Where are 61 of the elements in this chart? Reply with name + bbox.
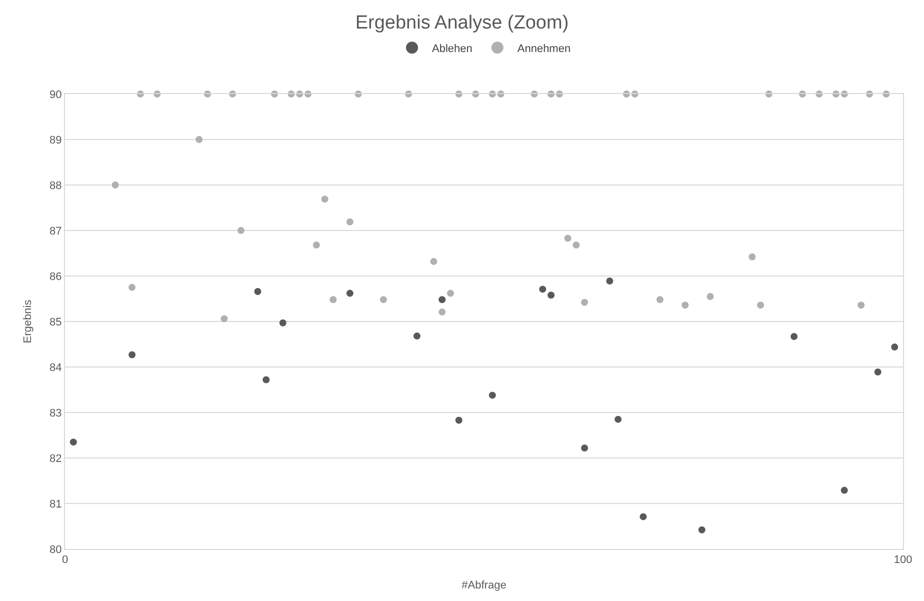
point [279,319,286,326]
y-tick-label: 89 [50,134,62,146]
point [539,286,546,293]
point [564,234,572,242]
point [438,308,446,316]
y-tick-label: 88 [50,180,62,192]
point [220,315,228,322]
y-tick-label: 85 [50,316,62,328]
point [413,332,420,340]
x-axis-title: #Abfrage [462,579,506,592]
point [312,242,320,249]
point [606,278,614,285]
y-axis-title: Ergebnis [22,299,34,344]
y-tick-label: 87 [50,225,62,238]
point [455,416,462,424]
point [488,392,496,399]
point [614,416,622,423]
point [706,292,714,300]
point [128,284,136,291]
point [321,196,328,203]
y-tick-label: 86 [50,270,62,283]
point [380,296,387,304]
point [70,438,77,446]
point [438,296,446,304]
point [196,136,203,143]
point [757,302,764,309]
point [262,376,270,384]
y-tick-label: 83 [50,407,62,420]
point [682,302,689,309]
point [548,292,555,299]
point [790,333,798,340]
y-tick-label: 81 [50,498,62,510]
point [346,218,354,226]
point [254,288,262,295]
y-tick-label: 82 [50,452,62,465]
point [446,290,454,297]
y-tick-label: 80 [50,544,62,556]
point [840,486,848,494]
point [581,298,588,306]
point [698,526,706,534]
y-tick-label: 84 [50,362,62,374]
point [112,182,119,188]
point [858,302,865,309]
point [581,444,588,452]
point [128,351,136,358]
point [891,343,898,350]
legend-label: Ablehen [432,42,472,55]
point [346,290,354,297]
legend-label: Annehmen [517,42,571,55]
x-tick-label: 100 [894,554,912,566]
point [572,242,580,249]
x-tick-label: 0 [62,554,68,566]
chart-title: Ergebnis Analyse (Zoom) [355,12,569,34]
point [330,296,337,304]
point [430,258,438,265]
point [640,513,647,520]
y-tick-label: 90 [50,88,62,101]
point [237,227,244,234]
point [748,253,756,260]
point [656,296,664,304]
point [874,368,882,376]
